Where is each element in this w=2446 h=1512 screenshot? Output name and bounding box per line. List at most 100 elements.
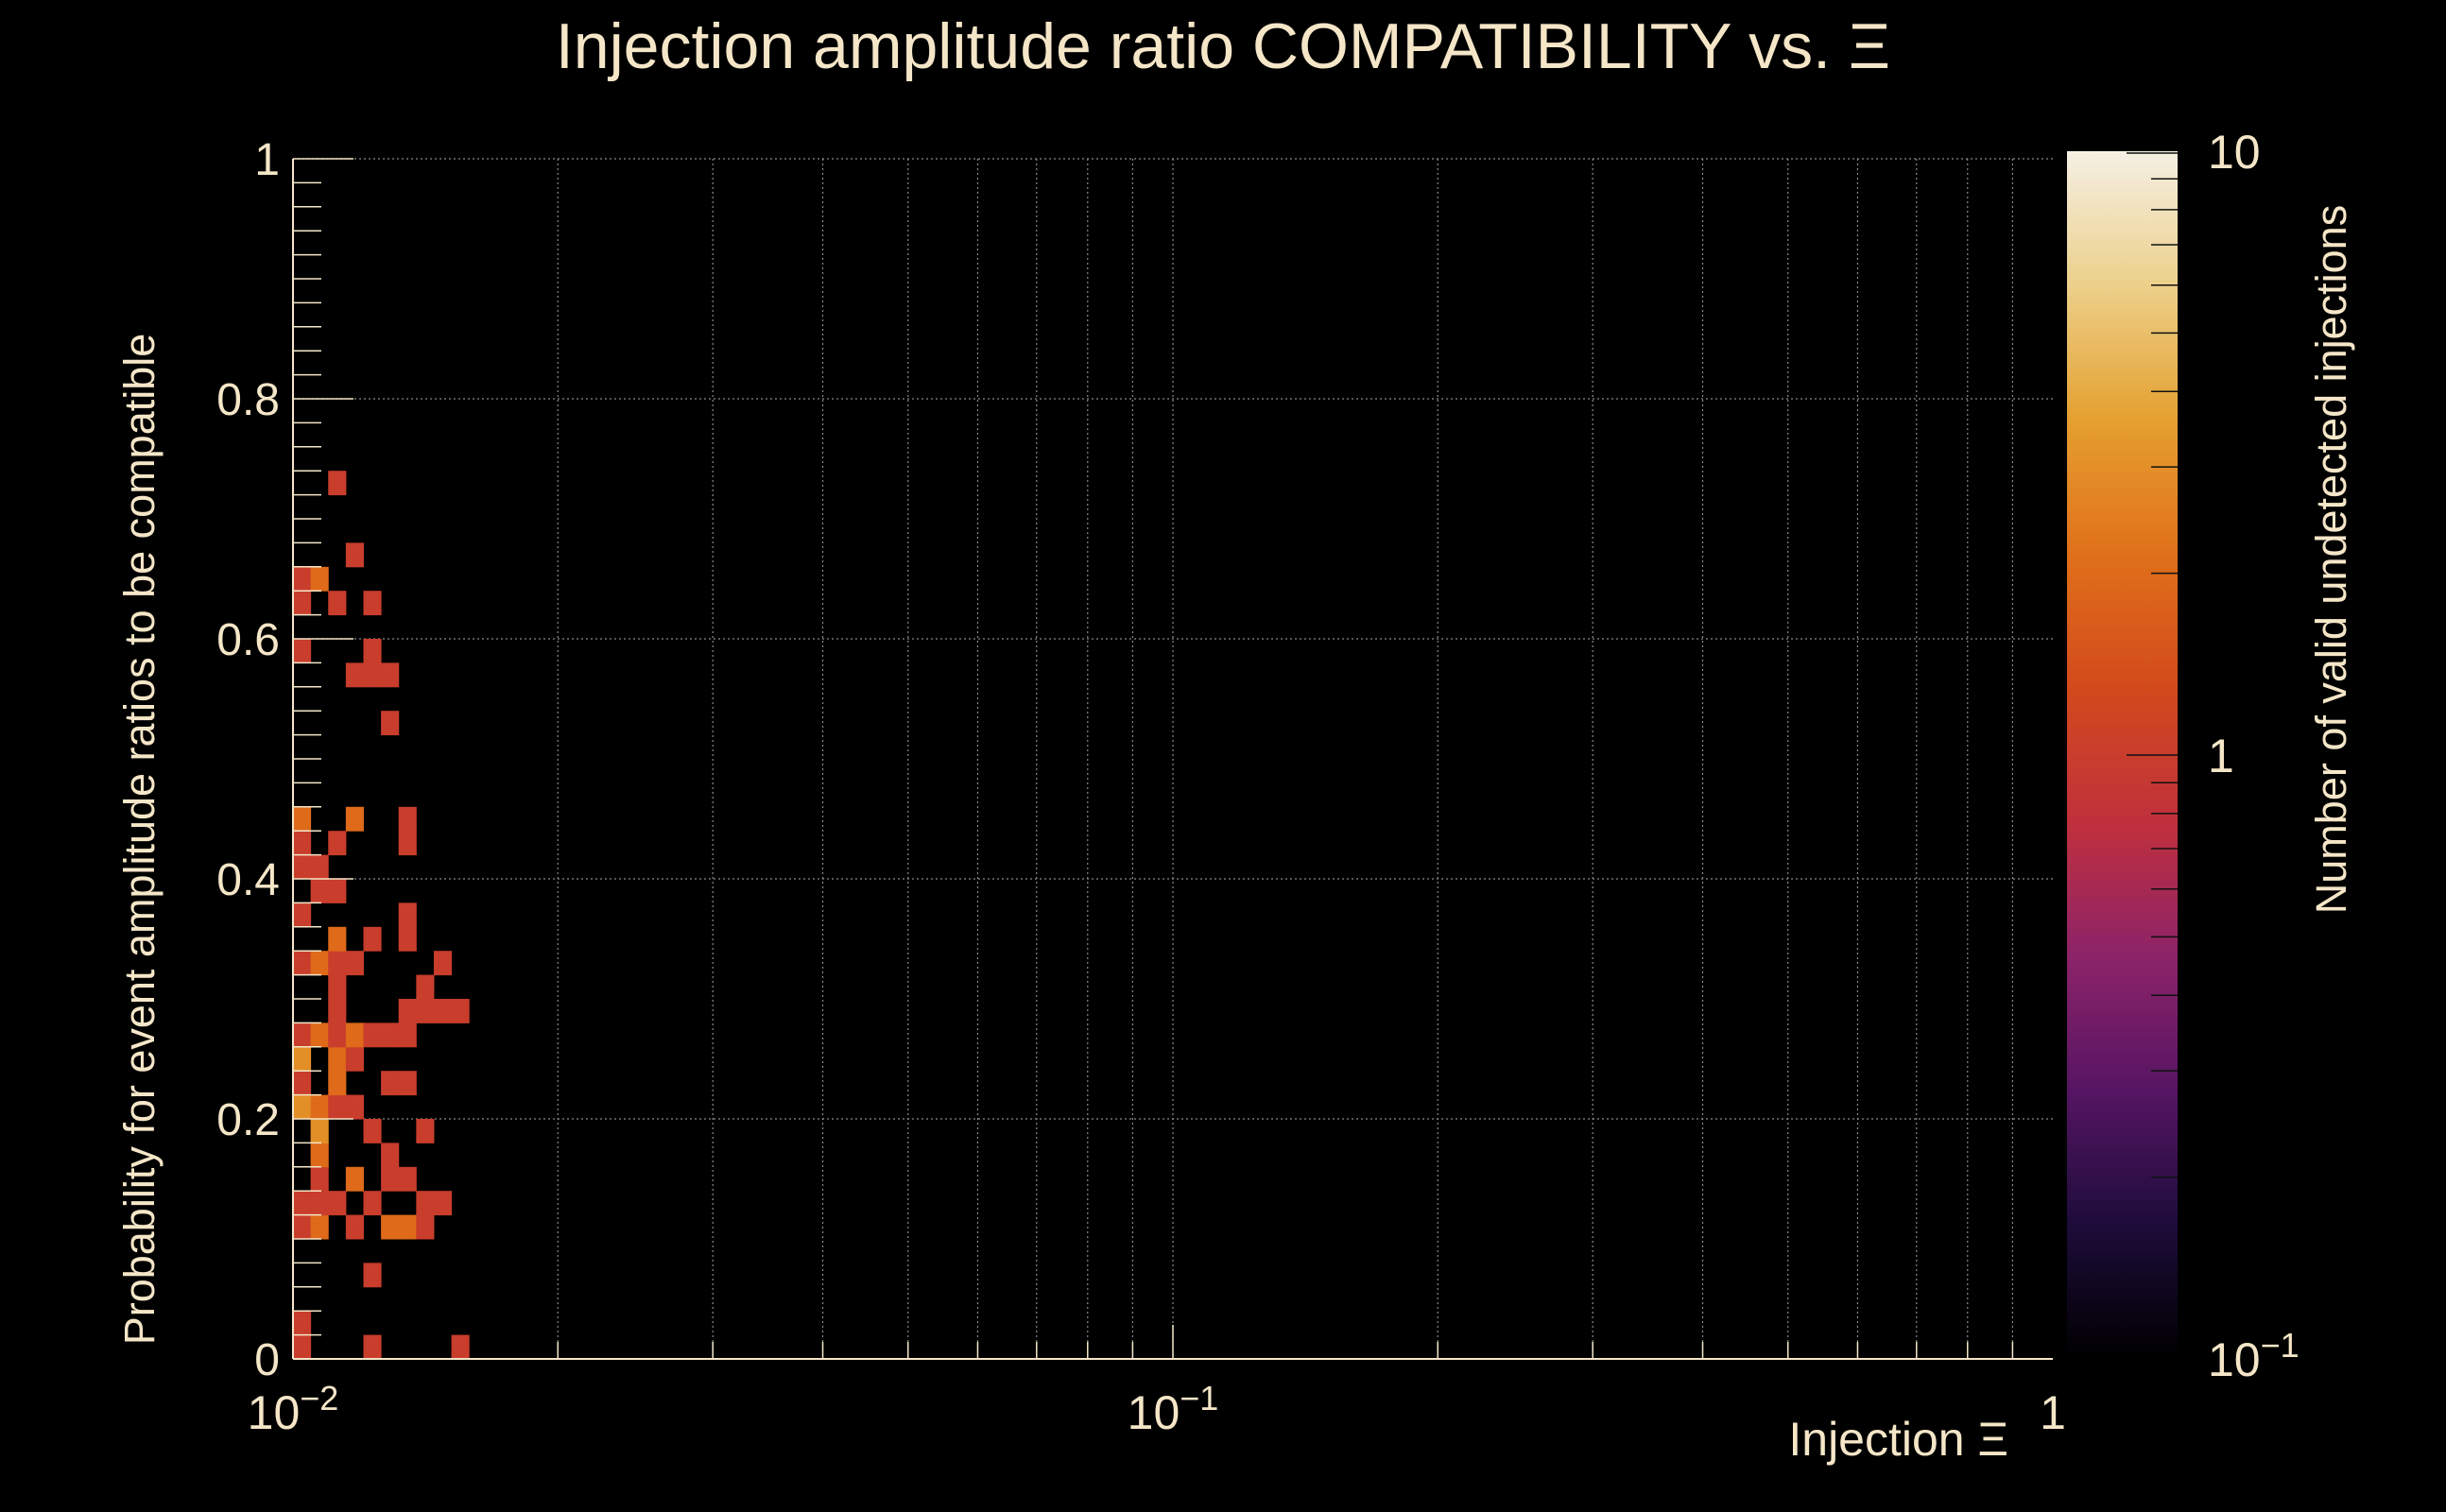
heatmap-cell xyxy=(293,566,312,592)
heatmap-cell xyxy=(310,1094,329,1120)
heatmap-cell xyxy=(433,999,453,1023)
heatmap-cell xyxy=(310,1143,329,1168)
heatmap-cell xyxy=(293,854,312,880)
heatmap-cell xyxy=(293,806,312,832)
heatmap-cell xyxy=(451,1334,470,1360)
heatmap-cell xyxy=(398,1214,417,1240)
heatmap-cell xyxy=(293,1311,312,1336)
heatmap-cell xyxy=(328,1046,347,1072)
heatmap-cell xyxy=(345,1046,364,1072)
heatmap-cell xyxy=(363,591,382,616)
heatmap-cell xyxy=(345,1166,364,1192)
heatmap-cell xyxy=(345,1022,364,1048)
heatmap-cell xyxy=(328,999,347,1023)
heatmap-cell xyxy=(293,902,312,928)
heatmap-cell xyxy=(363,1022,382,1048)
heatmap-cell xyxy=(310,1214,329,1240)
heatmap-cell xyxy=(381,1214,400,1240)
heatmap-cell xyxy=(328,974,347,1000)
heatmap-cell xyxy=(310,951,329,976)
heatmap-cell xyxy=(310,1191,329,1216)
heatmap-cell xyxy=(363,639,382,663)
heatmap-cell xyxy=(328,926,347,952)
y-axis-label: Probability for event amplitude ratios t… xyxy=(115,334,164,1346)
heatmap-cell xyxy=(293,1022,312,1048)
heatmap-cell xyxy=(398,1071,417,1096)
heatmap-cell xyxy=(345,1214,364,1240)
heatmap-cell xyxy=(451,999,470,1023)
y-tick-label: 0.2 xyxy=(216,1095,280,1145)
heatmap-cell xyxy=(416,1119,435,1143)
x-tick-labels: 10−2 10−1 1 xyxy=(248,1379,2066,1439)
heatmap-cell xyxy=(345,662,364,688)
heatmap-cell xyxy=(310,1119,329,1143)
heatmap-cell xyxy=(416,999,435,1023)
heatmap-cell xyxy=(398,1166,417,1192)
heatmap-cell xyxy=(293,1046,312,1072)
y-tick-labels: 0 0.2 0.4 0.6 0.8 1 xyxy=(216,135,280,1385)
heatmap-cell xyxy=(381,1071,400,1096)
heatmap-cell xyxy=(328,879,347,903)
x-tick-label: 10−1 xyxy=(1128,1379,1219,1439)
heatmap-cell xyxy=(363,662,382,688)
heatmap-cell xyxy=(328,831,347,856)
heatmap-cell xyxy=(293,951,312,976)
heatmap-cell xyxy=(398,831,417,856)
heatmap-cell xyxy=(363,926,382,952)
heatmap-cell xyxy=(310,1022,329,1048)
heatmap-cell xyxy=(328,1071,347,1096)
heatmap-cell xyxy=(433,951,453,976)
heatmap-cell xyxy=(416,1214,435,1240)
heatmap-cell xyxy=(398,926,417,952)
y-tick-label: 0.8 xyxy=(216,375,280,425)
colorbar-tick-label: 10 xyxy=(2208,126,2261,179)
heatmap-cell xyxy=(345,951,364,976)
heatmap-cell xyxy=(381,662,400,688)
heatmap-cell xyxy=(310,566,329,592)
colorbar-tick-labels: 10−1 1 10 xyxy=(2208,126,2300,1386)
heatmap-cell xyxy=(381,1143,400,1168)
heatmap-cell xyxy=(398,1022,417,1048)
axis-ticks xyxy=(292,158,2014,1360)
heatmap-cell xyxy=(328,471,347,496)
x-tick-label: 1 xyxy=(2040,1386,2066,1439)
y-tick-label: 1 xyxy=(254,135,280,185)
heatmap-cell xyxy=(328,951,347,976)
heatmap-cell xyxy=(293,831,312,856)
colorbar: 10−1 1 10 xyxy=(2067,126,2300,1386)
heatmap-cell xyxy=(310,1166,329,1192)
heatmap-cell xyxy=(293,1094,312,1120)
heatmap-cell xyxy=(293,1191,312,1216)
heatmap-cell xyxy=(310,879,329,903)
y-tick-label: 0.4 xyxy=(216,855,280,905)
x-tick-label: 10−2 xyxy=(248,1379,339,1439)
y-tick-label: 0 xyxy=(254,1335,280,1385)
heatmap-cell xyxy=(416,974,435,1000)
colorbar-label: Number of valid undetected injections xyxy=(2307,205,2355,914)
heatmap-cell xyxy=(398,806,417,832)
colorbar-tick-label: 1 xyxy=(2208,730,2234,782)
heatmap-cell xyxy=(433,1191,453,1216)
heatmap-cell xyxy=(328,1191,347,1216)
heatmap-cell xyxy=(328,1022,347,1048)
heatmap-cell xyxy=(293,1214,312,1240)
heatmap-cell xyxy=(363,1191,382,1216)
heatmap-cell xyxy=(363,1263,382,1288)
grid-lines xyxy=(293,158,2053,1359)
heatmap-cell xyxy=(416,1191,435,1216)
colorbar-tick-label: 10−1 xyxy=(2208,1326,2300,1386)
heatmap-cell xyxy=(363,1334,382,1360)
heatmap-cells xyxy=(293,471,470,1360)
heatmap-cell xyxy=(381,1022,400,1048)
heatmap-cell xyxy=(363,1119,382,1143)
heatmap-cell xyxy=(328,1094,347,1120)
heatmap-cell xyxy=(345,806,364,832)
heatmap-cell xyxy=(345,542,364,568)
heatmap-cell xyxy=(345,1094,364,1120)
y-tick-label: 0.6 xyxy=(216,615,280,665)
heatmap-cell xyxy=(328,591,347,616)
heatmap-cell xyxy=(293,591,312,616)
colorbar-ticks xyxy=(2127,152,2178,1178)
